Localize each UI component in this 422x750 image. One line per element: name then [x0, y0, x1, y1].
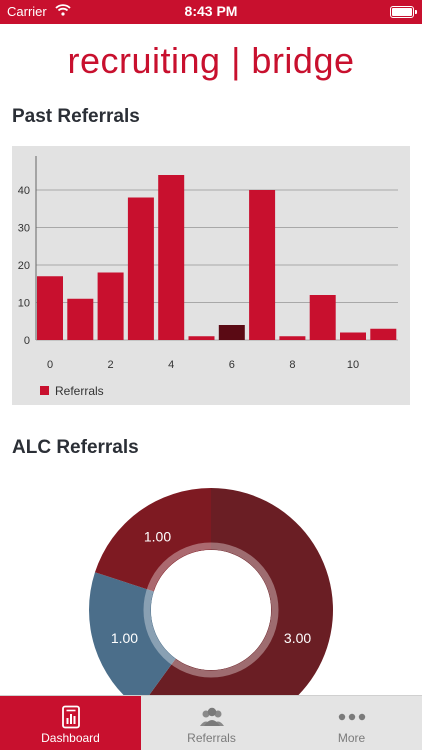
tab-more[interactable]: More: [281, 696, 422, 750]
tab-referrals-label: Referrals: [187, 731, 236, 745]
tab-referrals[interactable]: Referrals: [141, 696, 282, 750]
bar[interactable]: [218, 325, 245, 340]
slice-label: 3.00: [284, 630, 311, 646]
y-tick-label: 40: [18, 185, 30, 197]
slice-label: 1.00: [111, 630, 138, 646]
past-referrals-title: Past Referrals: [12, 106, 140, 127]
bar[interactable]: [127, 197, 154, 341]
donut-slice[interactable]: [89, 572, 176, 695]
tab-dashboard[interactable]: Dashboard: [0, 696, 141, 750]
wifi-icon: [55, 4, 71, 19]
donut-slice[interactable]: [94, 488, 211, 592]
x-tick-label: 4: [168, 359, 174, 371]
status-bar: Carrier 8:43 PM: [0, 0, 422, 24]
past-referrals-chart: 0 10 20 30 40 0 2 4 6 8 10 Referrals: [12, 146, 410, 405]
bar[interactable]: [309, 295, 336, 340]
tab-bar: Dashboard Referrals More: [0, 695, 422, 750]
slice-label: 1.00: [144, 528, 171, 544]
bar[interactable]: [67, 298, 94, 340]
legend-swatch: [40, 386, 49, 395]
donut-chart-svg: 3.00 1.00 1.00: [89, 488, 333, 695]
app-logo: recruiting | bridge: [67, 40, 355, 81]
bar[interactable]: [158, 175, 185, 340]
x-tick-label: 6: [229, 359, 235, 371]
bar[interactable]: [188, 336, 215, 340]
alc-referrals-title: ALC Referrals: [12, 437, 139, 458]
more-icon: [281, 705, 422, 729]
bar[interactable]: [37, 276, 63, 340]
carrier-label: Carrier: [7, 4, 47, 19]
bar[interactable]: [97, 272, 124, 341]
bar[interactable]: [249, 190, 276, 340]
battery-icon: [390, 6, 417, 18]
y-tick-label: 10: [18, 298, 30, 310]
donut-hole: [151, 550, 271, 670]
y-tick-label: 0: [24, 335, 30, 347]
donut-inner-ring: [143, 542, 279, 678]
bar-chart-svg: 0 10 20 30 40 0 2 4 6 8 10: [18, 156, 398, 371]
chart-legend: Referrals: [40, 384, 104, 398]
clock: 8:43 PM: [184, 3, 238, 19]
x-tick-label: 2: [108, 359, 114, 371]
x-tick-label: 10: [347, 359, 359, 371]
people-icon: [141, 705, 282, 729]
x-tick-label: 0: [47, 359, 53, 371]
alc-referrals-chart: 3.00 1.00 1.00: [0, 470, 422, 695]
tab-more-label: More: [337, 731, 366, 745]
tab-dashboard-label: Dashboard: [41, 731, 100, 745]
dashboard-icon: [0, 705, 141, 729]
bar[interactable]: [279, 336, 306, 340]
donut-slice[interactable]: [139, 488, 333, 695]
x-tick-label: 8: [289, 359, 295, 371]
y-tick-label: 30: [18, 223, 30, 235]
y-tick-label: 20: [18, 260, 30, 272]
bar[interactable]: [340, 332, 366, 341]
bar[interactable]: [370, 328, 397, 340]
legend-label: Referrals: [55, 384, 104, 398]
